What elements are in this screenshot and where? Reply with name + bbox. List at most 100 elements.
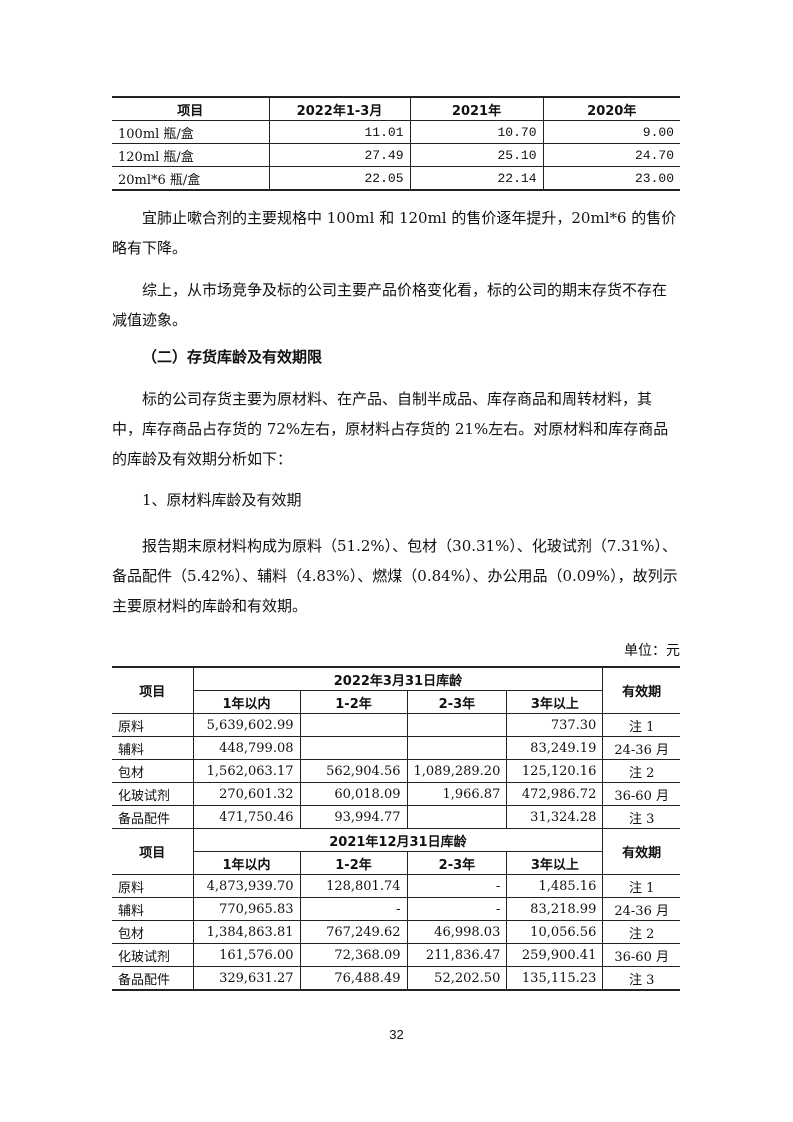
table-cell xyxy=(406,713,508,737)
table-cell xyxy=(406,736,508,760)
table-cell xyxy=(299,713,408,737)
column-header: 1-2年 xyxy=(299,690,408,714)
table-cell: 22.05 xyxy=(268,166,411,191)
table-row: 包材 1,562,063.17 562,904.56 1,089,289.20 125,… xyxy=(112,759,680,783)
price-table: 项目 2022年1-3月 2021年 2020年 100ml 瓶/盒 11.01 10.70… xyxy=(112,96,680,191)
header-row: 项目 2021年12月31日库龄 有效期 xyxy=(112,828,680,875)
table-cell: 10.70 xyxy=(409,120,544,144)
table-cell xyxy=(406,805,508,829)
table-row: 辅料 770,965.83- -83,218.99 24-36 月 xyxy=(112,897,680,921)
column-header-validity: 有效期 xyxy=(602,828,680,875)
table-cell: 83,249.19 xyxy=(506,736,604,760)
table-cell: 72,368.09 xyxy=(299,943,408,967)
row-label: 包材 xyxy=(112,920,194,944)
table-cell: 1,089,289.20 xyxy=(406,759,508,783)
table-cell: 注 3 xyxy=(602,805,680,829)
table-cell: 5,639,602.99 xyxy=(192,713,301,737)
table-cell: 270,601.32 xyxy=(192,782,301,806)
header-row: 项目 2022年3月31日库龄 有效期 xyxy=(112,666,680,714)
table-cell: 27.49 xyxy=(268,143,411,167)
table-cell: 76,488.49 xyxy=(299,966,408,991)
table-row: 原料 4,873,939.70 128,801.74-1,485.16 注 1 xyxy=(112,874,680,898)
section-title: 2022年3月31日库龄 xyxy=(192,666,604,691)
column-header: 2-3年 xyxy=(406,851,508,875)
table-cell: 259,900.41 xyxy=(506,943,604,967)
column-header: 3年以上 xyxy=(506,690,603,714)
column-header: 2022年1-3月 xyxy=(268,96,411,121)
table-cell: 36-60 月 xyxy=(602,943,680,967)
paragraph: 标的公司存货主要为原材料、在产品、自制半成品、库存商品和周转材料，其中，库存商品… xyxy=(112,390,669,468)
column-header: 2021年 xyxy=(409,96,544,121)
page-number: 32 xyxy=(389,1027,404,1042)
table-cell: 注 2 xyxy=(602,759,680,783)
table-cell: 448,799.08 xyxy=(192,736,301,760)
column-header: 1-2年 xyxy=(299,851,408,875)
row-label: 20ml*6 瓶/盒 xyxy=(112,166,270,191)
table-row: 备品配件 471,750.46 93,994.77 31,324.28 注 3 xyxy=(112,805,680,829)
table-row: 120ml 瓶/盒 27.49 25.10 24.70 xyxy=(112,143,680,167)
table-cell: 161,576.00 xyxy=(192,943,301,967)
table-cell: 22.14 xyxy=(409,166,544,191)
row-label: 辅料 xyxy=(112,897,194,921)
table-cell: 737.30 xyxy=(506,713,604,737)
paragraph: 宜肺止嗽合剂的主要规格中 100ml 和 120ml 的售价逐年提升，20ml*… xyxy=(112,209,677,257)
table-cell: 1,562,063.17 xyxy=(192,759,301,783)
table-cell: 注 2 xyxy=(602,920,680,944)
column-header: 1年以内 xyxy=(193,690,301,714)
row-label: 化玻试剂 xyxy=(112,943,194,967)
column-header: 1年以内 xyxy=(193,851,301,875)
table-cell: 472,986.72 xyxy=(506,782,604,806)
table-cell: 注 1 xyxy=(602,874,680,898)
table-cell: 562,904.56 xyxy=(299,759,408,783)
table-cell: 329,631.27 xyxy=(192,966,301,991)
table-cell: 1,485.16 xyxy=(506,874,604,898)
table-cell: 60,018.09 xyxy=(299,782,408,806)
table-cell: 24-36 月 xyxy=(602,736,680,760)
table-cell: 93,994.77 xyxy=(299,805,408,829)
row-label: 备品配件 xyxy=(112,966,194,991)
table-row: 辅料 448,799.08 83,249.19 24-36 月 xyxy=(112,736,680,760)
table-cell: 24.70 xyxy=(542,143,680,167)
table-cell: 211,836.47 xyxy=(406,943,508,967)
table-cell: 1,966.87 xyxy=(406,782,508,806)
column-header: 2-3年 xyxy=(406,690,508,714)
row-label: 原料 xyxy=(112,713,194,737)
table-cell: 135,115.23 xyxy=(506,966,604,991)
column-header-item: 项目 xyxy=(112,666,194,714)
table-cell: 25.10 xyxy=(409,143,544,167)
table-cell: 767,249.62 xyxy=(299,920,408,944)
table-cell: - xyxy=(299,897,408,921)
table-cell: 125,120.16 xyxy=(506,759,604,783)
table-row: 20ml*6 瓶/盒 22.05 22.14 23.00 xyxy=(112,166,680,191)
table-cell: 11.01 xyxy=(268,120,411,144)
unit-label: 单位：元 xyxy=(624,643,680,659)
table-cell: 471,750.46 xyxy=(192,805,301,829)
table-cell: 4,873,939.70 xyxy=(192,874,301,898)
row-label: 备品配件 xyxy=(112,805,194,829)
table-cell: 注 1 xyxy=(602,713,680,737)
table-row: 备品配件 329,631.27 76,488.49 52,202.50 135,115.… xyxy=(112,966,680,991)
table-cell: 注 3 xyxy=(602,966,680,991)
table-row: 化玻试剂 161,576.00 72,368.09 211,836.47 259,900… xyxy=(112,943,680,967)
table-cell: 83,218.99 xyxy=(506,897,604,921)
row-label: 辅料 xyxy=(112,736,194,760)
row-label: 原料 xyxy=(112,874,194,898)
section-heading: （二）存货库龄及有效期限 xyxy=(142,348,323,366)
table-cell: 24-36 月 xyxy=(602,897,680,921)
section-title: 2021年12月31日库龄 xyxy=(192,828,604,852)
table-cell: 23.00 xyxy=(542,166,680,191)
column-header: 3年以上 xyxy=(506,851,603,875)
inventory-age-table: 项目 2022年3月31日库龄 有效期 1年以内 1-2年 2-3年 3年以上 原料 5,639… xyxy=(112,666,680,991)
row-label: 100ml 瓶/盒 xyxy=(112,120,270,144)
subheading: 1、原材料库龄及有效期 xyxy=(142,491,302,509)
table-row: 化玻试剂 270,601.32 60,018.09 1,966.87 472,986.7… xyxy=(112,782,680,806)
table-cell: 52,202.50 xyxy=(406,966,508,991)
table-cell: 10,056.56 xyxy=(506,920,604,944)
table-cell: - xyxy=(406,874,508,898)
header-row: 1年以内 1-2年 2-3年 3年以上 xyxy=(112,851,680,875)
table-cell: 9.00 xyxy=(542,120,680,144)
column-header: 2020年 xyxy=(542,96,680,121)
paragraph: 报告期末原材料构成为原料（51.2%）、包材（30.31%）、化玻试剂（7.31… xyxy=(112,537,678,615)
paragraph: 综上，从市场竞争及标的公司主要产品价格变化看，标的公司的期末存货不存在减值迹象。 xyxy=(112,281,668,329)
table-cell xyxy=(299,736,408,760)
